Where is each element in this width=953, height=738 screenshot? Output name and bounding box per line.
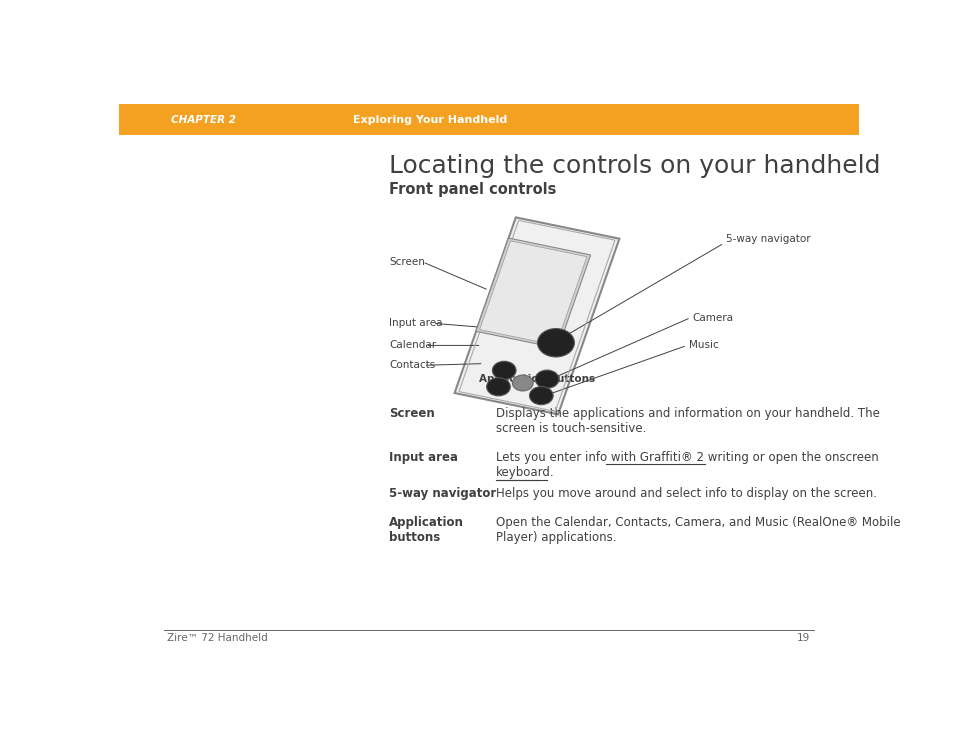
Text: Screen: Screen xyxy=(389,257,424,267)
Polygon shape xyxy=(479,241,586,345)
Circle shape xyxy=(535,370,558,388)
Polygon shape xyxy=(455,218,618,414)
Polygon shape xyxy=(476,238,590,348)
Text: Screen: Screen xyxy=(389,407,435,420)
Text: Input area: Input area xyxy=(389,318,442,328)
Text: 19: 19 xyxy=(797,633,810,643)
Circle shape xyxy=(486,378,510,396)
Text: Input area: Input area xyxy=(389,450,457,463)
Text: Calendar: Calendar xyxy=(389,340,436,351)
Text: Zire™ 72 Handheld: Zire™ 72 Handheld xyxy=(167,633,268,643)
Circle shape xyxy=(537,328,574,357)
Text: 5-way navigator: 5-way navigator xyxy=(724,234,809,244)
Text: Displays the applications and information on your handheld. The
screen is touch-: Displays the applications and informatio… xyxy=(496,407,880,435)
Text: Open the Calendar, Contacts, Camera, and Music (RealOne® Mobile
Player) applicat: Open the Calendar, Contacts, Camera, and… xyxy=(496,516,900,544)
Text: Lets you enter info with Graffiti® 2 writing or open the onscreen
keyboard.: Lets you enter info with Graffiti® 2 wri… xyxy=(496,450,878,478)
Text: Camera: Camera xyxy=(692,313,733,323)
Text: Application
buttons: Application buttons xyxy=(389,516,463,544)
Text: CHAPTER 2: CHAPTER 2 xyxy=(171,114,235,125)
Text: Locating the controls on your handheld: Locating the controls on your handheld xyxy=(389,154,880,178)
Text: Helps you move around and select info to display on the screen.: Helps you move around and select info to… xyxy=(496,488,877,500)
Text: Front panel controls: Front panel controls xyxy=(389,182,556,197)
Circle shape xyxy=(512,375,533,391)
Circle shape xyxy=(529,387,553,404)
Text: Contacts: Contacts xyxy=(389,360,435,370)
Text: 5-way navigator: 5-way navigator xyxy=(389,488,496,500)
Text: Music: Music xyxy=(688,340,718,351)
FancyBboxPatch shape xyxy=(119,104,858,135)
Circle shape xyxy=(492,362,516,379)
Text: Application buttons: Application buttons xyxy=(478,374,595,384)
Text: Exploring Your Handheld: Exploring Your Handheld xyxy=(353,114,506,125)
